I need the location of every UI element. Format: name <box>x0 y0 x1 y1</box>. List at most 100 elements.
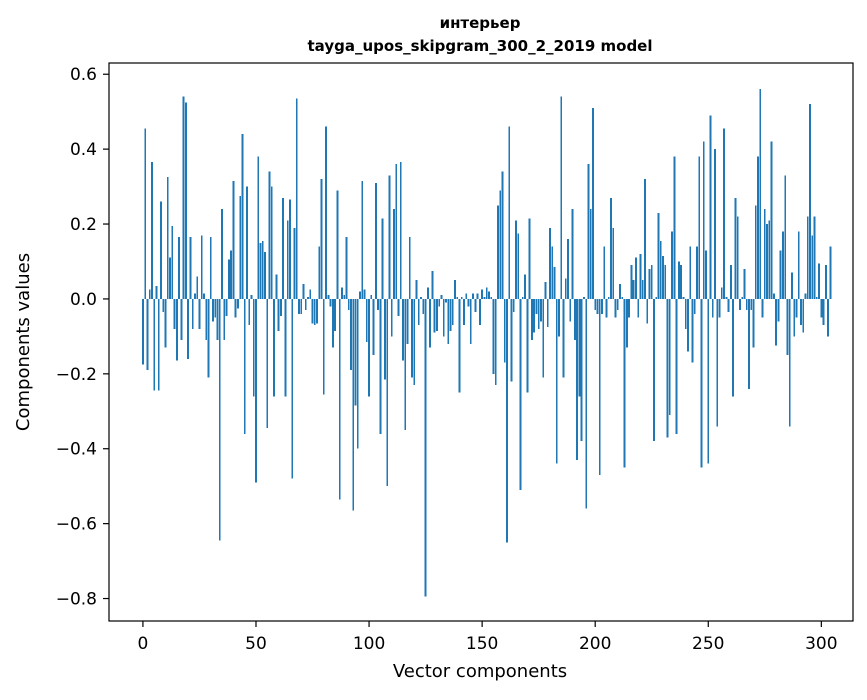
x-tick-label: 300 <box>805 634 837 654</box>
bar <box>352 298 355 511</box>
bar <box>748 298 750 389</box>
bar <box>718 298 721 318</box>
bar <box>684 298 687 329</box>
bar <box>284 298 287 397</box>
bar <box>761 298 764 318</box>
bar <box>397 298 400 316</box>
bar <box>365 298 368 342</box>
bar <box>454 280 456 299</box>
bar <box>411 298 413 378</box>
bar <box>827 298 830 337</box>
bar <box>650 265 653 299</box>
bar <box>492 298 495 374</box>
bar <box>420 297 422 299</box>
bar <box>739 298 741 311</box>
bar <box>779 250 782 299</box>
bar <box>524 274 526 299</box>
bar <box>625 298 628 348</box>
bar <box>483 297 486 299</box>
bar <box>720 287 723 299</box>
bar <box>528 218 531 299</box>
bar <box>655 297 658 299</box>
bar <box>433 298 436 333</box>
bar <box>499 190 502 299</box>
x-tick-label: 250 <box>692 634 724 654</box>
bar <box>560 96 563 299</box>
bar <box>603 246 606 299</box>
bar <box>164 298 167 348</box>
bar <box>707 298 710 464</box>
bar <box>390 298 393 337</box>
bar <box>497 205 499 299</box>
bar <box>621 297 624 299</box>
bar <box>503 298 506 363</box>
bar <box>571 209 574 299</box>
bar <box>813 216 816 299</box>
bar <box>702 141 705 299</box>
bar <box>725 297 728 299</box>
bar <box>596 298 599 314</box>
bar <box>546 298 549 328</box>
bar <box>445 298 447 303</box>
bar <box>598 298 601 475</box>
bar <box>200 235 203 299</box>
bar <box>630 265 633 299</box>
x-tick-label: 100 <box>353 634 385 654</box>
bar <box>800 298 802 326</box>
bar <box>456 297 459 299</box>
bar <box>286 220 289 299</box>
bar <box>393 209 395 299</box>
bar <box>580 298 583 442</box>
bar <box>155 285 158 299</box>
bar <box>449 298 452 331</box>
bar <box>481 289 484 299</box>
bar <box>440 295 443 299</box>
bar <box>359 291 361 299</box>
bar <box>752 298 755 348</box>
bar <box>476 293 479 299</box>
bar <box>696 246 698 299</box>
bar <box>786 298 789 356</box>
bar <box>331 298 334 348</box>
y-tick-label: −0.6 <box>56 515 97 535</box>
bar <box>184 102 187 299</box>
bar <box>422 298 425 314</box>
bar <box>223 298 226 341</box>
bar <box>243 298 246 434</box>
bar <box>791 272 793 299</box>
bar <box>781 231 784 299</box>
bar <box>555 298 558 464</box>
bar <box>564 278 567 299</box>
plot-area-frame <box>108 62 854 622</box>
bar <box>705 250 707 299</box>
bar <box>363 289 366 299</box>
bar <box>619 283 621 299</box>
bar <box>318 246 321 299</box>
bar <box>646 298 649 324</box>
bar <box>246 186 248 299</box>
bar <box>316 298 318 324</box>
bar <box>804 293 807 299</box>
bar <box>320 179 323 299</box>
bar <box>693 298 696 314</box>
bar <box>293 227 296 299</box>
bar <box>372 298 375 356</box>
bar <box>526 298 529 393</box>
bar <box>639 253 642 299</box>
bar <box>763 209 766 299</box>
bar <box>187 298 190 359</box>
bar <box>198 298 201 329</box>
bar <box>820 298 823 318</box>
bar <box>544 282 547 299</box>
bar <box>436 298 438 331</box>
bar <box>463 298 465 326</box>
bar <box>144 128 147 299</box>
bar <box>519 298 522 490</box>
bar <box>576 298 579 460</box>
bar <box>227 259 230 299</box>
bar <box>671 231 673 299</box>
x-axis-ticks: 0 50 100 150 200 250 300 <box>138 621 838 654</box>
bar <box>757 156 759 299</box>
bar <box>237 298 239 309</box>
bar <box>664 265 667 299</box>
